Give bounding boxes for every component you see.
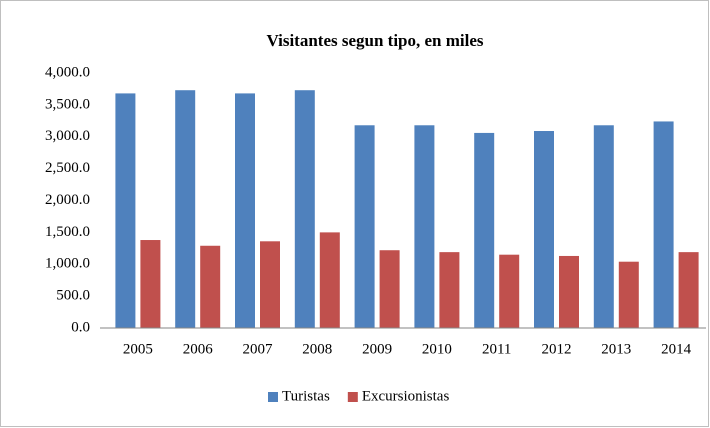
- legend-label: Turistas: [282, 388, 330, 404]
- legend-swatch: [347, 392, 358, 402]
- bar: [618, 261, 639, 328]
- legend-swatch: [268, 392, 278, 402]
- bar: [319, 232, 340, 328]
- x-tick-label: 2013: [601, 341, 631, 357]
- x-tick-label: 2005: [123, 341, 153, 357]
- bar: [200, 245, 221, 328]
- bar: [678, 252, 699, 328]
- bar: [534, 131, 554, 328]
- y-tick-label: 3,500.0: [45, 96, 90, 112]
- y-tick-label: 0.0: [71, 319, 90, 335]
- x-tick-label: 2012: [542, 341, 572, 357]
- y-tick-label: 4,000.0: [45, 64, 90, 80]
- x-tick-label: 2014: [661, 341, 692, 357]
- y-tick-label: 2,000.0: [45, 192, 90, 208]
- bar: [439, 252, 460, 328]
- bar: [414, 125, 435, 329]
- bar: [499, 254, 520, 328]
- y-tick-label: 1,000.0: [45, 256, 90, 272]
- y-tick-label: 3,000.0: [45, 128, 90, 144]
- bar: [474, 132, 495, 328]
- x-tick-label: 2008: [302, 341, 332, 357]
- x-tick-label: 2007: [243, 341, 274, 357]
- bar: [115, 93, 136, 329]
- x-tick-label: 2011: [482, 341, 511, 357]
- y-tick-label: 2,500.0: [45, 160, 90, 176]
- legend-label: Excursionistas: [362, 388, 450, 404]
- x-tick-label: 2009: [362, 341, 392, 357]
- bar: [354, 125, 375, 329]
- bar: [175, 90, 196, 329]
- bar: [260, 241, 280, 328]
- bar: [559, 255, 579, 328]
- y-tick-label: 500.0: [56, 288, 90, 304]
- chart-title: Visitantes segun tipo, en miles: [266, 31, 483, 50]
- bar: [653, 121, 674, 328]
- bar: [294, 90, 315, 329]
- bar: [379, 250, 400, 328]
- y-tick-label: 1,500.0: [45, 224, 90, 240]
- x-tick-label: 2010: [422, 341, 452, 357]
- bar: [593, 125, 614, 329]
- bar: [140, 240, 161, 328]
- bar: [235, 93, 255, 329]
- x-tick-label: 2006: [183, 341, 214, 357]
